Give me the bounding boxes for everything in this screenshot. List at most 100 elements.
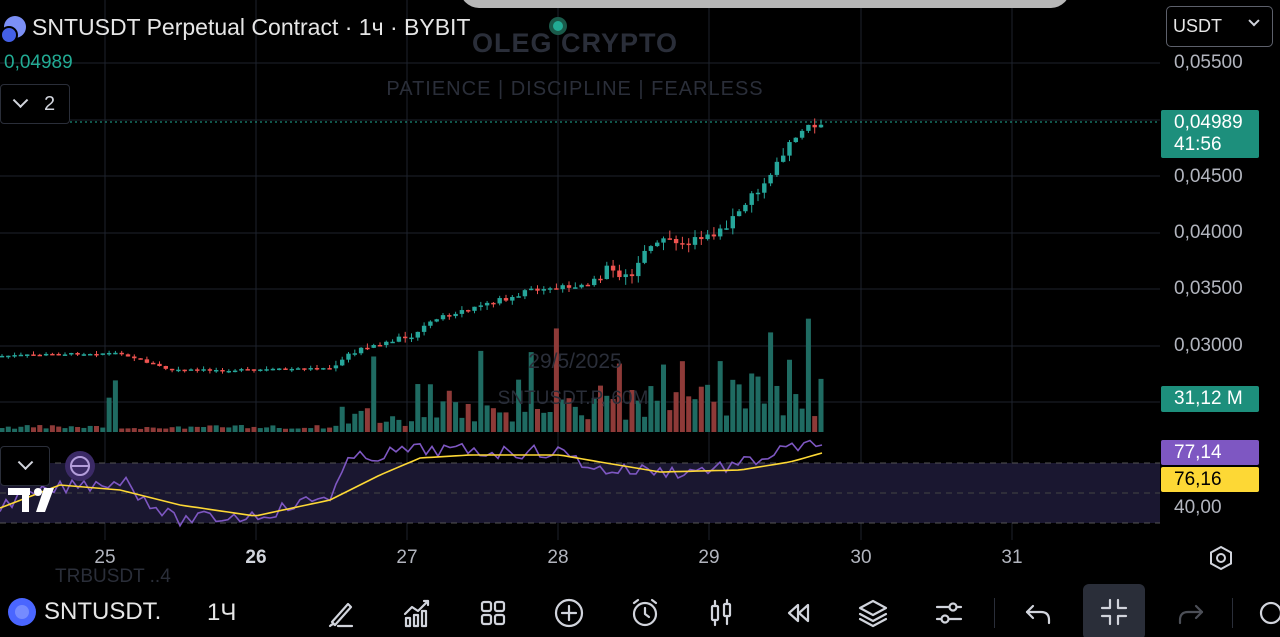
time-axis[interactable]: 25 26 27 28 29 30 31 [0, 540, 1280, 578]
candle [478, 305, 483, 307]
volume-bar [516, 379, 522, 432]
candle [220, 369, 225, 372]
volume-bar [5, 426, 11, 432]
volume-bar [724, 415, 729, 432]
rsi-pane-collapse-button[interactable] [0, 446, 50, 486]
chart-settings-icon[interactable] [1208, 545, 1234, 571]
volume-bar [755, 376, 761, 432]
candle [604, 265, 609, 280]
volume-bar [465, 403, 471, 432]
volume-bar [547, 412, 553, 432]
volume-bar [327, 427, 333, 432]
replay-icon[interactable] [778, 594, 816, 632]
legend-last-price: 0,04989 [4, 52, 73, 73]
candle [522, 290, 528, 297]
volume-bar [232, 425, 238, 432]
candle [113, 352, 118, 355]
candle [384, 341, 389, 346]
volume-bar [661, 364, 666, 432]
volume-bar [484, 405, 490, 432]
volume-bar [642, 416, 648, 432]
volume-bar [717, 361, 723, 432]
candle [18, 354, 24, 357]
symbol-logo-icon [8, 598, 36, 626]
price-chart[interactable] [0, 0, 1160, 540]
last-price-value: 0,04989 [1174, 112, 1243, 133]
candle [352, 353, 357, 355]
bottom-toolbar: SNTUSDT. 1Ч [0, 584, 1280, 637]
volume-bar [119, 428, 125, 432]
volume-bar [478, 350, 484, 432]
candle [592, 278, 597, 286]
currency-select[interactable]: USDT [1166, 6, 1273, 47]
candle [302, 368, 307, 370]
settings-sliders-icon[interactable] [930, 594, 968, 632]
indicators-icon[interactable] [398, 594, 436, 632]
candle [415, 331, 420, 338]
candle [31, 354, 36, 356]
candle [535, 288, 540, 291]
candle [768, 174, 773, 184]
add-icon[interactable] [550, 594, 588, 632]
candle [138, 358, 143, 360]
rsi-indicator-icon[interactable] [64, 450, 96, 482]
time-label: 31 [1001, 547, 1023, 568]
candle [75, 352, 80, 355]
candle [566, 285, 572, 288]
candle [491, 302, 496, 305]
volume-bar [396, 419, 402, 432]
last-price-tag: 0,04989 41:56 [1161, 110, 1259, 158]
rsi-low-label: 40,00 [1174, 497, 1222, 518]
volume-bar [742, 408, 748, 432]
volume-bar [56, 426, 62, 432]
indicators-collapse-button[interactable]: 2 [0, 84, 70, 124]
undo-icon[interactable] [1019, 594, 1057, 632]
volume-bar [528, 352, 534, 432]
price-axis[interactable]: 0,05500 0,04500 0,04000 0,03500 0,03000 … [1160, 0, 1280, 540]
candle [447, 315, 452, 317]
volume-bar [352, 413, 358, 432]
volume-bar [308, 428, 314, 432]
candle [207, 369, 213, 371]
candle [579, 284, 584, 288]
toolbar-interval-button[interactable]: 1Ч [207, 599, 237, 626]
volume-bar [402, 425, 408, 432]
redo-icon[interactable] [1172, 594, 1210, 632]
volume-bar [364, 408, 370, 432]
candle [667, 238, 672, 240]
volume-bar [736, 384, 742, 432]
chart-legend[interactable]: SNTUSDT Perpetual Contract · 1ч · BYBIT [0, 10, 470, 44]
tradingview-logo-icon [8, 488, 54, 512]
candle [295, 368, 301, 370]
volume-bar [125, 428, 131, 432]
alert-clock-icon[interactable] [626, 594, 664, 632]
volume-bar [705, 384, 711, 432]
candle [56, 353, 61, 356]
candle [793, 137, 798, 143]
chart-area[interactable]: OLEG CRYPTO PATIENCE | DISCIPLINE | FEAR… [0, 0, 1160, 540]
collapse-icon[interactable] [1083, 584, 1145, 637]
legend-title[interactable]: SNTUSDT Perpetual Contract · 1ч · BYBIT [32, 13, 471, 40]
rsi-ma-tag: 76,16 [1161, 467, 1259, 492]
volume-bar [289, 428, 295, 432]
price-label: 0,03000 [1174, 335, 1243, 356]
templates-icon[interactable] [474, 594, 512, 632]
toolbar-symbol-button[interactable]: SNTUSDT. [8, 598, 161, 626]
volume-bar [276, 427, 282, 432]
more-tools-icon[interactable] [1252, 594, 1280, 632]
candle [232, 370, 238, 373]
volume-bar [144, 427, 150, 432]
time-label: 28 [547, 547, 569, 568]
candles-icon[interactable] [702, 594, 740, 632]
brush-icon[interactable] [322, 594, 360, 632]
rsi-line [0, 439, 823, 528]
volume-bar [787, 359, 792, 432]
candle [585, 284, 591, 287]
volume-bar [616, 363, 622, 432]
candle [623, 274, 628, 278]
candle [333, 365, 339, 369]
candle [812, 124, 817, 128]
layers-icon[interactable] [854, 594, 892, 632]
chevron-down-icon [1248, 15, 1260, 27]
candle [151, 362, 156, 365]
